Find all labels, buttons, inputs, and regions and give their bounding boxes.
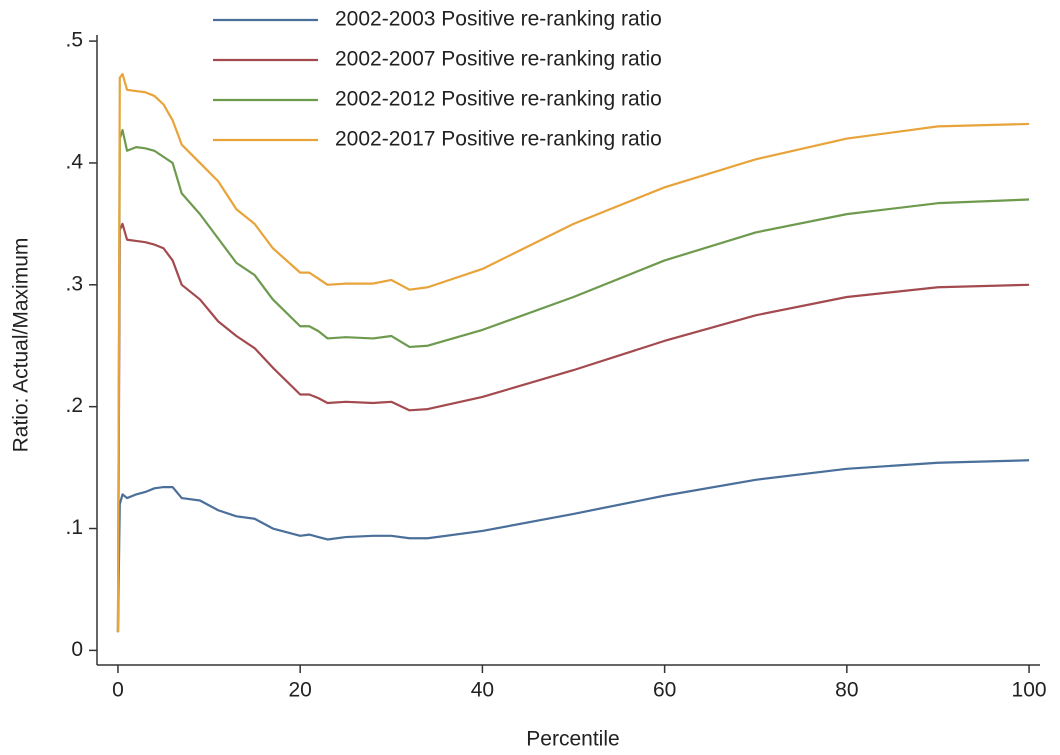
y-tick-label: .4 xyxy=(65,150,83,173)
legend-label: 2002-2007 Positive re-ranking ratio xyxy=(335,48,662,71)
series-line xyxy=(116,72,1030,633)
x-tick-label: 60 xyxy=(653,679,676,702)
x-tick-label: 80 xyxy=(835,679,858,702)
x-tick-label: 0 xyxy=(112,679,124,702)
y-tick-label: .1 xyxy=(65,516,83,539)
legend-label: 2002-2003 Positive re-ranking ratio xyxy=(335,8,662,31)
y-tick-label: .5 xyxy=(65,29,83,52)
y-axis-label: Ratio: Actual/Maximum xyxy=(10,238,33,453)
x-tick-label: 20 xyxy=(288,679,311,702)
legend-label: 2002-2012 Positive re-ranking ratio xyxy=(335,88,662,111)
legend-label: 2002-2017 Positive re-ranking ratio xyxy=(335,128,662,151)
x-tick-label: 100 xyxy=(1012,679,1047,702)
y-tick-label: 0 xyxy=(71,638,83,661)
y-tick-label: .3 xyxy=(65,272,83,295)
x-axis-label: Percentile xyxy=(526,728,619,751)
series-line xyxy=(116,222,1030,633)
x-tick-label: 40 xyxy=(471,679,494,702)
series-line xyxy=(116,128,1030,633)
series-line xyxy=(116,459,1030,633)
y-tick-label: .2 xyxy=(65,394,83,417)
